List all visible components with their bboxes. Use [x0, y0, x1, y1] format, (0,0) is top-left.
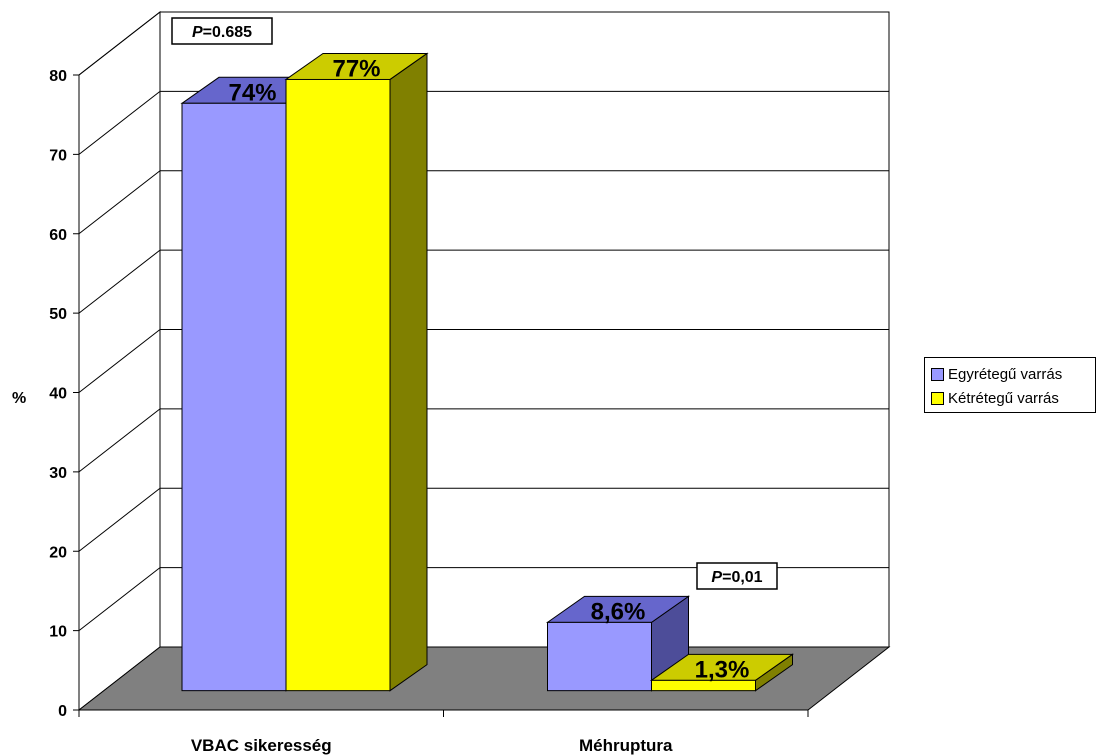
gridline	[78, 170, 161, 235]
x-tick-label: Méhruptura	[579, 736, 673, 755]
y-tick-label: 40	[49, 386, 67, 403]
gridline	[78, 567, 161, 632]
annotation-text: P=0.685	[192, 24, 252, 41]
bar-front	[651, 679, 756, 692]
data-label: 77%	[332, 55, 380, 82]
gridline	[78, 329, 161, 393]
annotations: P=0.685 P=0,01	[171, 17, 778, 590]
bar	[545, 595, 691, 692]
y-tick-label: 50	[49, 306, 67, 323]
annotation-box	[696, 562, 778, 590]
y-tick-label: 70	[49, 147, 67, 164]
x-tick-label: VBAC sikeresség	[191, 736, 332, 755]
gridline	[78, 11, 161, 76]
gridline	[78, 487, 161, 552]
bar-front	[285, 78, 391, 692]
bar	[284, 52, 429, 692]
y-tick-label: 60	[49, 227, 67, 244]
x-axis: VBAC sikeresség Méhruptura	[78, 709, 809, 755]
bar-side	[389, 52, 428, 692]
annotation-box	[171, 17, 273, 45]
gridline	[78, 408, 161, 473]
y-tick-label: 80	[49, 68, 67, 85]
legend-swatch	[931, 391, 944, 405]
legend: Egyrétegű varrás Kétrétegű varrás	[924, 357, 1096, 413]
y-axis-label: %	[12, 390, 26, 407]
legend-item-series-2: Kétrétegű varrás	[931, 386, 1095, 410]
y-tick-label: 10	[49, 624, 67, 641]
data-label: 1,3%	[695, 656, 750, 683]
p-value-annotation: P=0,01	[696, 562, 778, 590]
legend-label: Egyrétegű varrás	[948, 365, 1063, 383]
data-label: 74%	[228, 79, 276, 106]
p-value-annotation: P=0.685	[171, 17, 273, 45]
bar-front	[547, 621, 652, 692]
y-axis: 0 10 20 30 40 50 60 70 80	[49, 68, 80, 720]
data-label: 8,6%	[591, 598, 646, 625]
bar	[649, 653, 795, 692]
gridline	[78, 90, 161, 155]
annotation-text: P=0,01	[711, 569, 762, 586]
y-tick-label: 20	[49, 544, 67, 561]
y-tick-label: 0	[58, 703, 67, 720]
y-tick-label: 30	[49, 465, 67, 482]
legend-label: Kétrétegű varrás	[948, 389, 1059, 407]
legend-item-series-1: Egyrétegű varrás	[931, 362, 1095, 386]
data-labels: 74% 77% 8,6% 1,3%	[228, 55, 749, 683]
gridline	[78, 249, 161, 314]
bars	[180, 52, 795, 692]
legend-swatch	[931, 367, 944, 381]
bar-front	[181, 102, 287, 692]
